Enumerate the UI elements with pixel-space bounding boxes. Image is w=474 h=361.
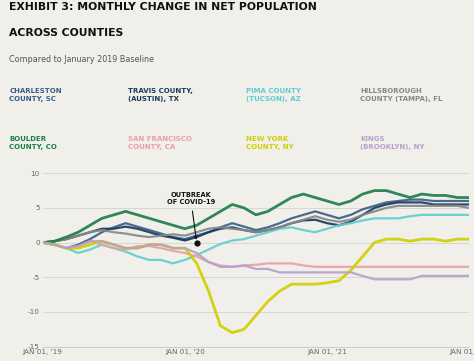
Text: ACROSS COUNTIES: ACROSS COUNTIES	[9, 27, 124, 38]
Text: EXHIBIT 3: MONTHLY CHANGE IN NET POPULATION: EXHIBIT 3: MONTHLY CHANGE IN NET POPULAT…	[9, 2, 318, 12]
Text: OUTBREAK
OF COVID-19: OUTBREAK OF COVID-19	[167, 192, 215, 239]
Text: Compared to January 2019 Baseline: Compared to January 2019 Baseline	[9, 55, 155, 64]
Text: PIMA COUNTY
(TUCSON), AZ: PIMA COUNTY (TUCSON), AZ	[246, 88, 301, 102]
Text: TRAVIS COUNTY,
(AUSTIN), TX: TRAVIS COUNTY, (AUSTIN), TX	[128, 88, 193, 102]
Text: NEW YORK
COUNTY, NY: NEW YORK COUNTY, NY	[246, 136, 294, 151]
Text: BOULDER
COUNTY, CO: BOULDER COUNTY, CO	[9, 136, 57, 151]
Text: HILLSBOROUGH
COUNTY (TAMPA), FL: HILLSBOROUGH COUNTY (TAMPA), FL	[360, 88, 443, 102]
Text: SAN FRANCISCO
COUNTY, CA: SAN FRANCISCO COUNTY, CA	[128, 136, 192, 151]
Text: KINGS
(BROOKLYN), NY: KINGS (BROOKLYN), NY	[360, 136, 425, 151]
Text: CHARLESTON
COUNTY, SC: CHARLESTON COUNTY, SC	[9, 88, 62, 102]
